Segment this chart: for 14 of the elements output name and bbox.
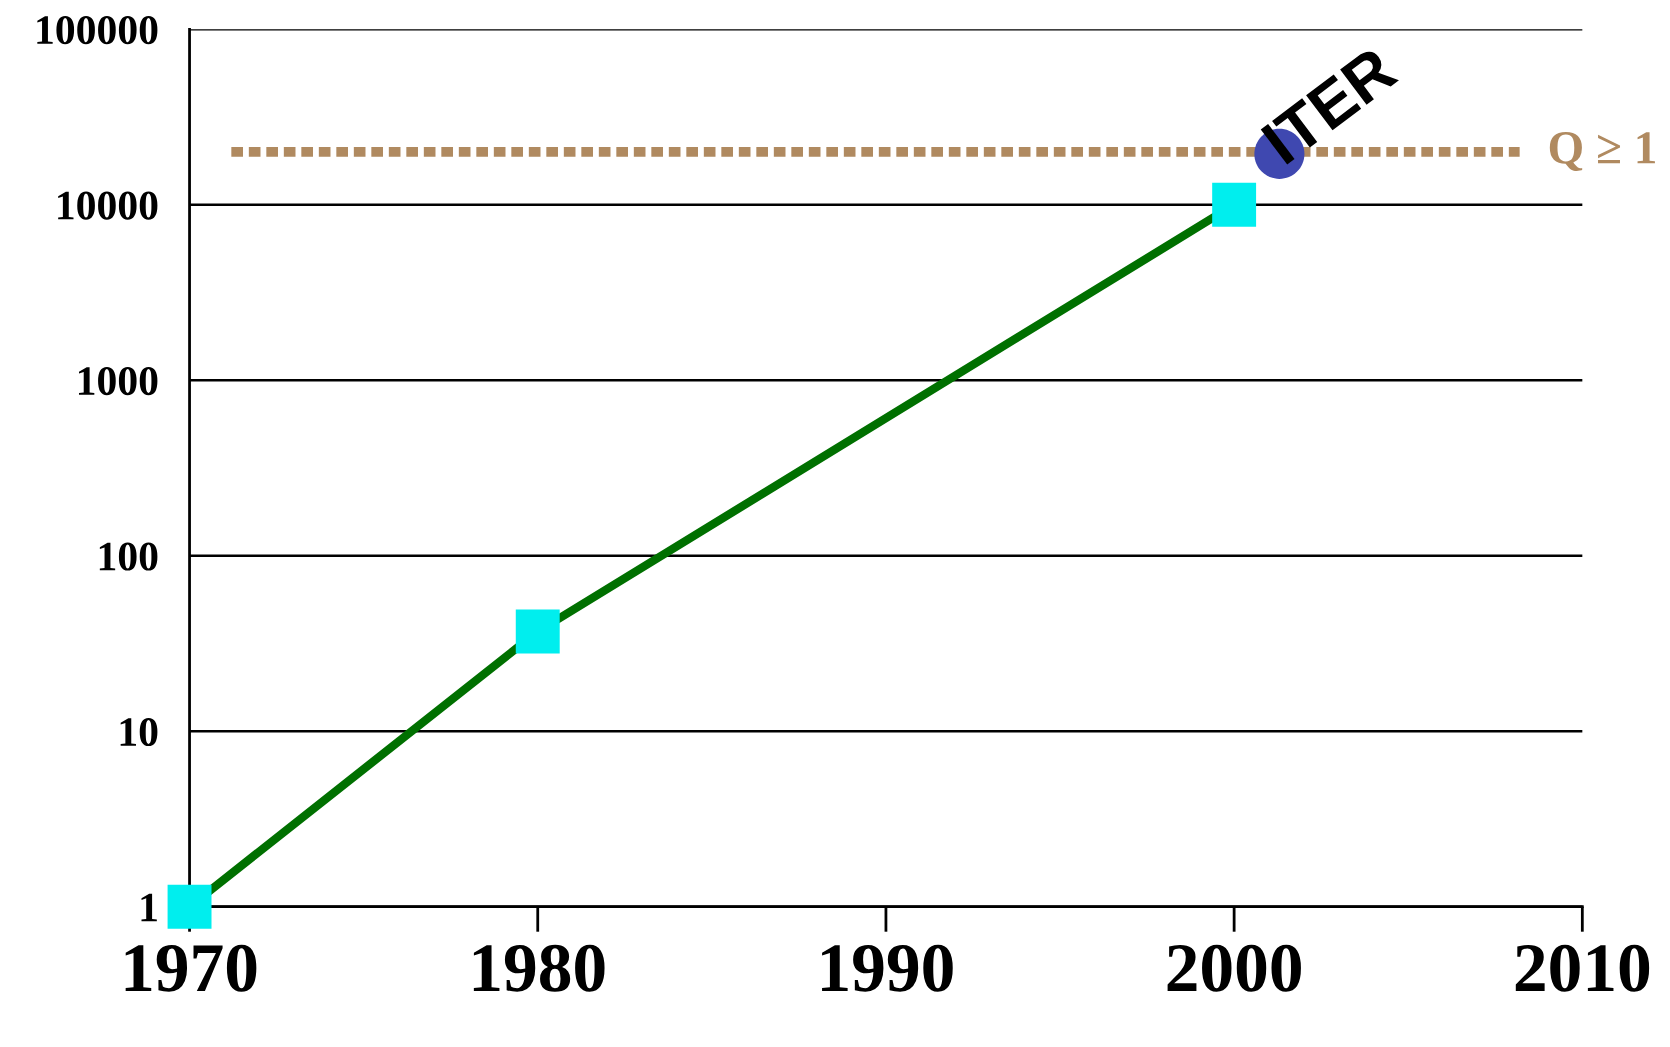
x-tick-label: 2010 (1515, 944, 1650, 992)
y-tick-label: 10 (120, 717, 158, 747)
y-tick-label: 10000 (58, 191, 158, 220)
ref-line-label: Q ≥ 1 (1549, 132, 1655, 171)
point (515, 609, 560, 654)
x-tick-label: 1980 (473, 944, 605, 992)
y-tick-label: 100 (99, 542, 158, 571)
x-tick-label: 1970 (125, 944, 257, 992)
y-tick-label: 100000 (37, 16, 158, 45)
x-tick-label: 1990 (822, 944, 953, 992)
y-tick-label: 1000 (79, 367, 158, 396)
y-tick-label: 1 (141, 893, 157, 922)
point (1212, 182, 1257, 227)
x-tick-label: 2000 (1167, 944, 1301, 992)
